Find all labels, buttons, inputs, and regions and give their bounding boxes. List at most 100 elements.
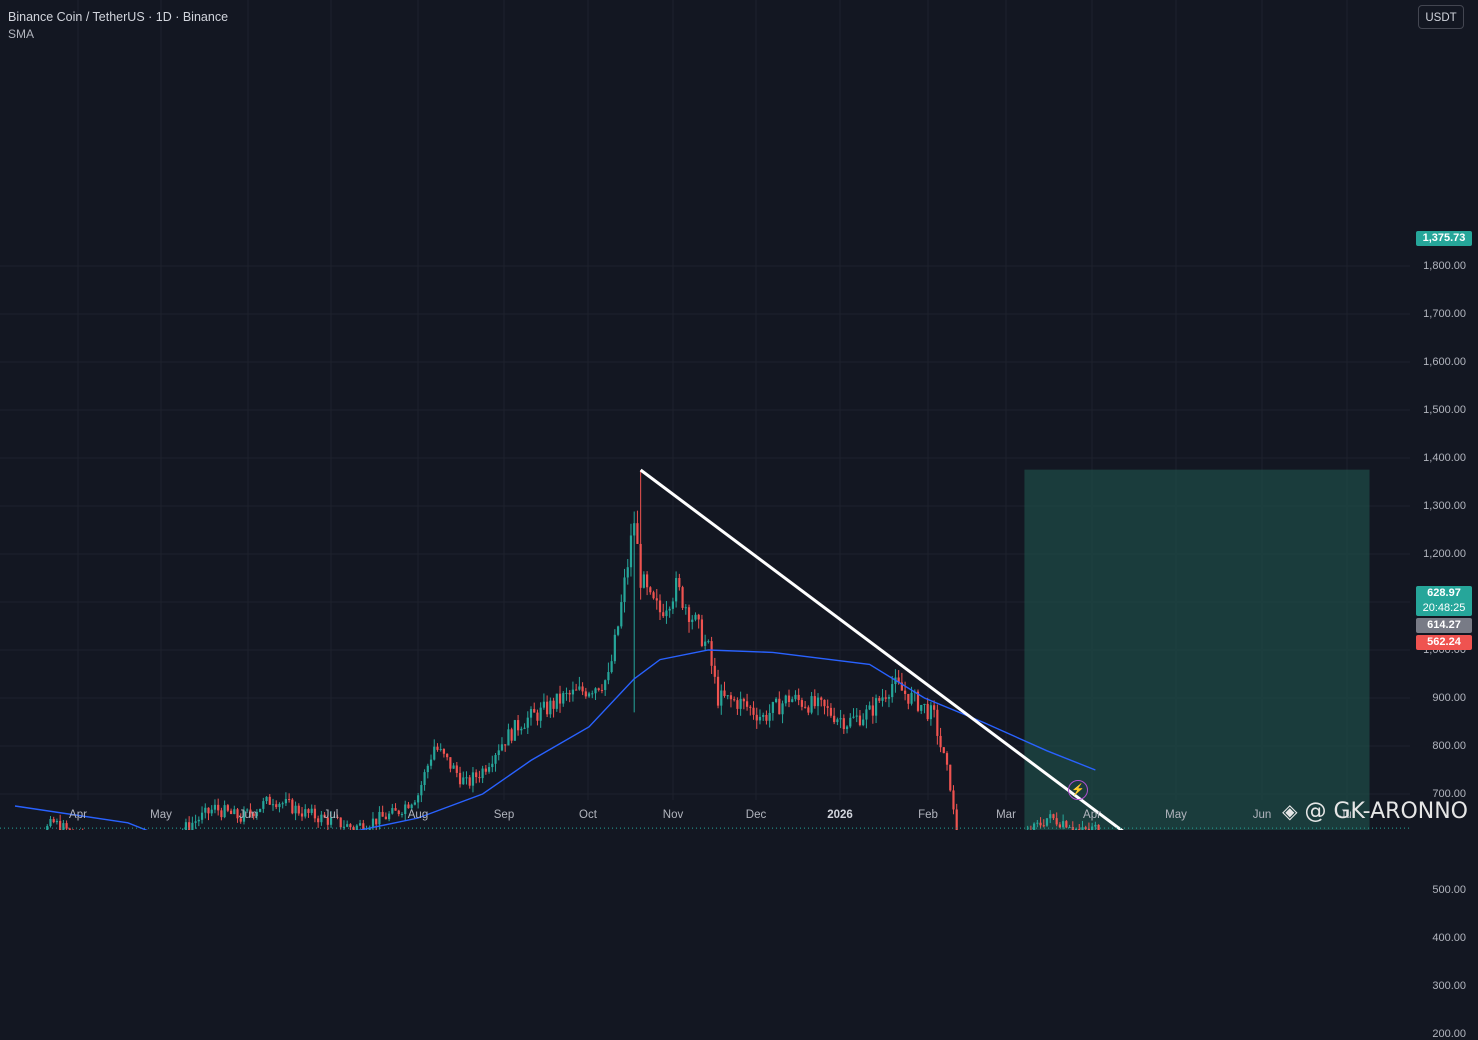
candle xyxy=(943,747,945,753)
candle xyxy=(317,816,319,828)
candle xyxy=(907,694,909,709)
candle xyxy=(872,697,874,724)
candle xyxy=(798,688,800,705)
candle xyxy=(810,692,812,714)
candle xyxy=(462,772,464,785)
candle xyxy=(398,810,400,817)
candle xyxy=(720,684,722,714)
candle xyxy=(843,714,845,734)
candle xyxy=(920,705,922,714)
candle xyxy=(320,811,322,826)
candle xyxy=(507,724,509,746)
candle xyxy=(856,708,858,722)
candle xyxy=(836,718,838,726)
candle xyxy=(482,766,484,783)
watermark: ◈ @ GK-ARONNO xyxy=(1282,799,1468,824)
candle xyxy=(633,511,635,712)
candle xyxy=(349,823,351,830)
x-tick-label: May xyxy=(150,809,172,821)
candle xyxy=(275,800,277,809)
last-price-value: 628.97 xyxy=(1416,586,1472,601)
candle xyxy=(430,755,432,770)
watermark-text: @ GK-ARONNO xyxy=(1305,799,1469,824)
candle xyxy=(614,629,616,664)
x-tick-label: Apr xyxy=(69,809,87,821)
target-zone[interactable] xyxy=(1024,470,1369,830)
candle xyxy=(643,571,645,588)
candle xyxy=(498,744,500,760)
candle xyxy=(475,769,477,783)
candle xyxy=(601,684,603,693)
y-tick-label: 1,400.00 xyxy=(1423,452,1466,464)
candle xyxy=(881,689,883,707)
countdown-value: 20:48:25 xyxy=(1416,601,1472,616)
x-tick-label: Dec xyxy=(746,809,766,821)
candle xyxy=(711,637,713,674)
candle xyxy=(717,670,719,708)
candle xyxy=(269,794,271,805)
candle xyxy=(620,594,622,628)
candle xyxy=(930,702,932,726)
candle xyxy=(627,559,629,585)
candle xyxy=(846,725,848,733)
candle xyxy=(865,705,867,728)
candle xyxy=(307,808,309,818)
candle xyxy=(814,689,816,708)
x-tick-label: Jul xyxy=(324,809,339,821)
candle xyxy=(749,705,751,715)
candle xyxy=(511,728,513,744)
candle xyxy=(456,762,458,777)
candle xyxy=(46,824,48,830)
candle xyxy=(359,820,361,826)
currency-button[interactable]: USDT xyxy=(1418,5,1464,29)
candle xyxy=(195,815,197,829)
candle xyxy=(314,805,316,822)
candle xyxy=(678,574,680,591)
candle xyxy=(198,816,200,826)
candle xyxy=(901,673,903,691)
price-chart[interactable] xyxy=(0,0,1478,830)
candle xyxy=(201,806,203,823)
symbol-title[interactable]: Binance Coin / TetherUS · 1D · Binance xyxy=(8,9,228,26)
x-tick-label: Jun xyxy=(1253,809,1272,821)
candle xyxy=(923,704,925,713)
candle xyxy=(956,804,958,830)
candle xyxy=(404,801,406,821)
candle xyxy=(656,589,658,610)
candle xyxy=(591,691,593,699)
candle xyxy=(582,682,584,695)
candle xyxy=(517,715,519,736)
candle xyxy=(1065,820,1067,828)
x-tick-label: Feb xyxy=(918,809,938,821)
candle xyxy=(691,615,693,629)
candle xyxy=(552,698,554,718)
candle xyxy=(640,470,642,600)
candle xyxy=(394,803,396,811)
candle xyxy=(604,679,606,696)
candle xyxy=(617,626,619,637)
candle xyxy=(66,820,68,830)
candle xyxy=(207,807,209,820)
lightning-icon[interactable]: ⚡ xyxy=(1068,780,1088,800)
candle xyxy=(311,805,313,816)
indicator-label[interactable]: SMA xyxy=(8,26,228,43)
candle xyxy=(859,710,861,726)
y-tick-label: 1,700.00 xyxy=(1423,308,1466,320)
x-tick-label: 2026 xyxy=(827,809,853,821)
candle xyxy=(833,708,835,724)
candle xyxy=(701,615,703,647)
candle xyxy=(952,785,954,814)
candle xyxy=(356,824,358,830)
candle xyxy=(662,604,664,618)
candle xyxy=(520,727,522,735)
candle xyxy=(388,811,390,821)
candle xyxy=(278,802,280,812)
candle xyxy=(527,711,529,734)
candle xyxy=(762,713,764,721)
candle xyxy=(536,710,538,726)
candle xyxy=(727,695,729,699)
candle xyxy=(414,800,416,805)
candle xyxy=(488,763,490,774)
candle xyxy=(578,677,580,691)
candle xyxy=(262,798,264,813)
